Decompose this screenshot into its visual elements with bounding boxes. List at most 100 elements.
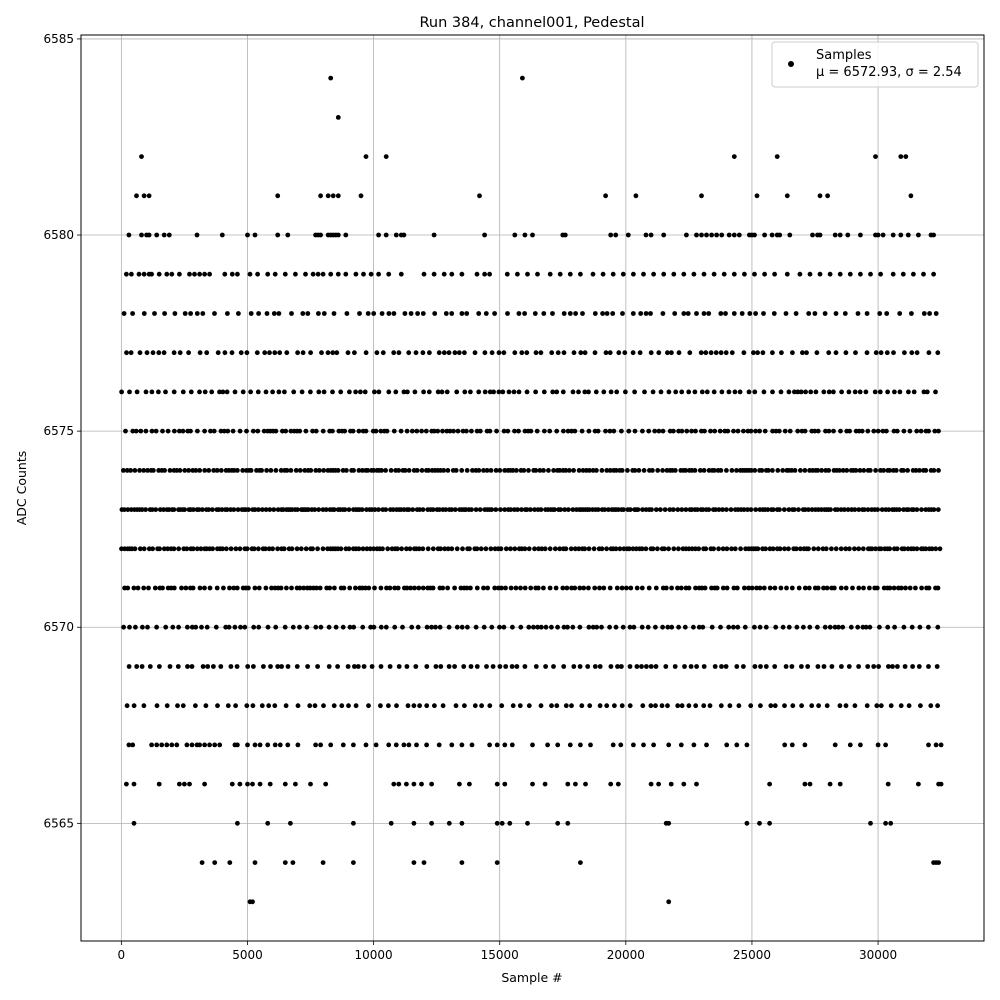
- data-point: [926, 624, 931, 630]
- data-point: [731, 585, 737, 591]
- data-point: [560, 585, 566, 591]
- data-point: [835, 507, 840, 512]
- data-point: [488, 546, 494, 552]
- data-point: [141, 703, 147, 709]
- data-point: [303, 428, 309, 434]
- data-point: [745, 507, 750, 512]
- data-point: [268, 468, 274, 473]
- data-point: [408, 585, 413, 591]
- data-point: [194, 546, 200, 552]
- data-point: [184, 546, 190, 552]
- data-point: [288, 428, 294, 434]
- data-point: [459, 742, 465, 748]
- data-point: [404, 585, 410, 591]
- data-point: [599, 624, 604, 630]
- data-point: [290, 860, 296, 865]
- data-point: [367, 546, 373, 552]
- data-point: [701, 703, 707, 709]
- data-point: [512, 232, 518, 238]
- data-point: [807, 781, 813, 787]
- data-point: [863, 624, 869, 630]
- data-point: [793, 311, 799, 316]
- data-point: [712, 428, 718, 434]
- data-point: [185, 624, 190, 630]
- data-point: [386, 742, 392, 748]
- data-point: [372, 507, 378, 512]
- data-point: [582, 546, 588, 552]
- data-point: [157, 507, 163, 512]
- data-point: [220, 389, 226, 395]
- data-point: [321, 389, 327, 395]
- data-point: [758, 664, 763, 669]
- data-point: [613, 624, 619, 630]
- data-point: [415, 624, 421, 630]
- data-point: [454, 546, 460, 552]
- data-point: [280, 428, 285, 434]
- data-point: [166, 232, 172, 238]
- data-point: [256, 507, 261, 512]
- data-point: [631, 624, 637, 630]
- data-point: [395, 585, 401, 591]
- data-point: [344, 311, 350, 316]
- data-point: [514, 468, 519, 473]
- data-point: [873, 468, 878, 473]
- data-point: [627, 703, 633, 709]
- data-point: [150, 546, 156, 552]
- data-point: [316, 389, 322, 395]
- data-point: [565, 820, 571, 826]
- data-point: [449, 546, 455, 552]
- data-point: [215, 703, 220, 709]
- data-point: [799, 703, 804, 709]
- data-point: [161, 350, 167, 356]
- data-point: [734, 664, 740, 669]
- data-point: [237, 546, 243, 552]
- data-point: [225, 428, 231, 434]
- data-point: [479, 703, 484, 709]
- data-point: [901, 428, 907, 434]
- data-point: [806, 507, 811, 512]
- data-point: [906, 389, 911, 395]
- data-point: [868, 820, 873, 826]
- data-point: [487, 742, 492, 748]
- data-point: [634, 585, 640, 591]
- data-point: [218, 664, 224, 669]
- data-point: [490, 664, 496, 669]
- data-point: [795, 389, 801, 395]
- data-point: [189, 742, 195, 748]
- data-point: [136, 271, 142, 277]
- data-point: [501, 350, 507, 356]
- data-point: [519, 507, 524, 512]
- data-point: [157, 546, 163, 552]
- data-point: [404, 428, 410, 434]
- data-point: [702, 428, 707, 434]
- data-point: [914, 350, 920, 356]
- data-point: [233, 546, 239, 552]
- y-tick-label: 6580: [43, 228, 74, 242]
- data-point: [515, 507, 520, 512]
- data-point: [132, 546, 138, 552]
- data-point: [460, 546, 465, 552]
- data-point: [235, 271, 240, 277]
- data-point: [547, 271, 553, 277]
- data-point: [363, 742, 369, 748]
- data-point: [571, 468, 576, 473]
- data-point: [360, 468, 365, 473]
- data-point: [331, 703, 337, 709]
- data-point: [494, 820, 500, 826]
- data-point: [684, 428, 690, 434]
- data-point: [826, 468, 832, 473]
- data-point: [446, 664, 452, 669]
- data-point: [742, 585, 747, 591]
- data-point: [911, 271, 916, 277]
- data-point: [474, 664, 480, 669]
- data-point: [736, 232, 742, 238]
- data-point: [386, 389, 392, 395]
- data-point: [197, 350, 203, 356]
- data-point: [127, 389, 132, 395]
- data-point: [937, 546, 943, 552]
- data-point: [549, 350, 555, 356]
- data-point: [154, 703, 160, 709]
- data-point: [380, 350, 386, 356]
- data-point: [182, 507, 188, 512]
- data-point: [416, 585, 422, 591]
